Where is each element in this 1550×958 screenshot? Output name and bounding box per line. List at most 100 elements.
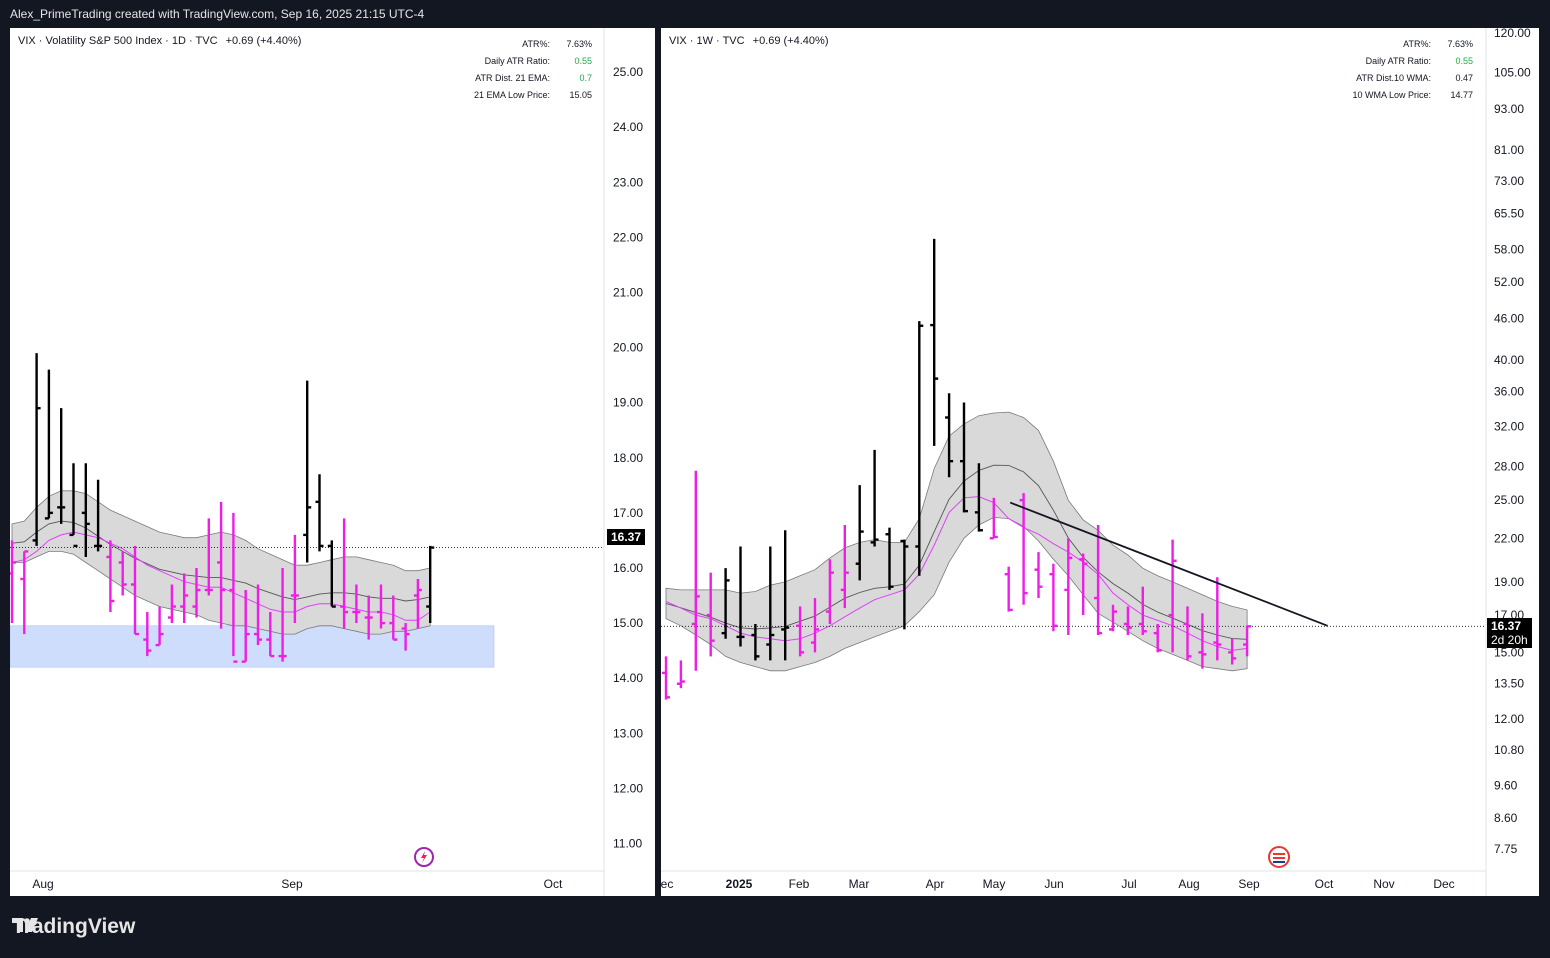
time-axis-tick: Jul [1121,877,1136,891]
ohlc-bar [900,539,909,630]
price-axis-tick: 23.00 [613,175,643,189]
ohlc-bar [94,479,103,552]
ohlc-bar [217,501,226,629]
us-flag-icon[interactable] [1267,845,1291,869]
daily-chart-canvas[interactable]: 25.00 24.00 23.00 22.00 21.00 20.00 19.00 18.00… [10,28,655,896]
lightning-icon[interactable] [412,845,436,869]
chart-panel-weekly[interactable]: 120.00 105.00 93.00 81.00 73.00 65.50 58.00 52.… [661,28,1539,896]
chart-panel-daily[interactable]: 25.00 24.00 23.00 22.00 21.00 20.00 19.00 18.00… [10,28,655,896]
footer-brand-name: TradingView [12,915,136,938]
ohlc-bar [377,584,385,629]
ohlc-bar [143,612,152,657]
price-axis-tick: 120.00 [1494,28,1531,40]
time-axis-tick: Mar [849,877,870,891]
price-axis-tick: 73.00 [1494,174,1524,188]
ohlc-bar [401,623,410,651]
weekly-last-price: 16.37 [1491,619,1522,633]
ohlc-bar [1004,566,1013,612]
price-axis-tick: 20.00 [613,341,643,355]
ohlc-bar [1138,586,1147,636]
daily-last-price-label: 16.37 [607,529,646,545]
weekly-bar-countdown: 2d 20h [1491,633,1528,647]
weekly-chart-legend: VIX · 1W · TVC +0.69 (+4.40%) [669,35,829,47]
ohlc-bar [1243,625,1252,657]
ohlc-bar [825,559,834,624]
ohlc-bar [254,584,262,646]
ohlc-bar [974,463,983,532]
stats-row: ATR Dist.10 WMA: 0.47 [1321,73,1473,90]
tradingview-logo-icon [12,918,38,932]
price-axis-tick: 40.00 [1494,353,1524,367]
ohlc-bar [1183,606,1192,661]
stats-row: ATR%: 7.63% [450,39,592,56]
header-credit: Alex_PrimeTrading created with TradingVi… [10,7,425,21]
price-axis-tick: 28.00 [1494,459,1524,473]
time-axis-tick: Aug [1178,877,1199,891]
time-axis-tick: Feb [789,877,810,891]
footer-brand[interactable]: TradingView [12,915,135,939]
weekly-chart-title: VIX · 1W · TVC [669,35,745,47]
price-axis-tick: 18.00 [613,451,643,465]
price-axis-tick: 21.00 [613,286,643,300]
time-axis-tick: ec [661,877,673,891]
stats-label: ATR%: [522,39,550,49]
price-axis-tick: 25.00 [1494,493,1524,507]
ohlc-bar [1064,538,1073,636]
ohlc-bar [180,573,189,624]
price-axis-tick: 10.80 [1494,743,1524,757]
ohlc-bar [229,512,238,663]
stats-row: 21 EMA Low Price: 15.05 [450,90,592,107]
ohlc-bar [1094,525,1103,636]
ohlc-bar [32,353,41,546]
ohlc-bar [781,530,790,661]
time-axis-tick: 2025 [726,877,753,891]
ohlc-bar [81,463,90,557]
price-axis-tick: 11.00 [613,837,642,851]
stats-label: 10 WMA Low Price: [1352,90,1431,100]
ohlc-bar [1049,563,1058,632]
stats-value: 15.05 [569,90,592,100]
daily-chart-legend: VIX · Volatility S&P 500 Index · 1D · TV… [18,35,301,47]
price-axis-tick: 7.75 [1494,842,1518,856]
weekly-chart-canvas[interactable]: 120.00 105.00 93.00 81.00 73.00 65.50 58.00 52.… [661,28,1539,896]
ohlc-bar [364,595,373,640]
ohlc-bar [945,393,954,478]
price-axis-tick: 13.50 [1494,677,1524,691]
ohlc-bar [1079,553,1088,616]
price-axis-tick: 13.00 [613,726,643,740]
ohlc-bar [266,612,275,658]
atr-band [665,411,1248,672]
ohlc-bar [426,545,435,624]
ohlc-bar [736,546,745,647]
daily-chart-title: VIX · Volatility S&P 500 Index · 1D · TV… [18,35,218,47]
ohlc-bar [389,595,398,641]
ohlc-bar [676,660,685,689]
time-axis-tick: May [983,877,1006,891]
stats-label: ATR Dist. 21 EMA: [475,73,550,83]
ohlc-bar [915,321,924,576]
price-axis-tick: 8.60 [1494,811,1518,825]
ohlc-bar [855,485,864,581]
ohlc-bar [870,449,879,547]
ohlc-bar [960,402,968,513]
ohlc-bar [1198,613,1207,669]
time-axis-tick: Dec [1433,877,1454,891]
ohlc-bar [340,518,349,629]
stats-value: 7.63% [1447,39,1473,49]
ohlc-bar [691,470,700,671]
ohlc-bar [69,463,78,548]
stats-label: ATR Dist.10 WMA: [1356,73,1431,83]
trend-line [1009,501,1328,627]
ohlc-bar [106,540,115,613]
stats-label: Daily ATR Ratio: [1365,56,1431,66]
ohlc-bar [1034,552,1043,599]
price-axis-tick: 81.00 [1494,143,1524,157]
support-zone [10,625,495,668]
time-axis-tick: Oct [1315,877,1334,891]
time-axis-tick: Jun [1044,877,1063,891]
band-midline [665,464,1248,640]
price-axis-tick: 24.00 [613,120,643,134]
price-axis-tick: 105.00 [1494,66,1531,80]
stats-value: 7.63% [566,39,592,49]
ohlc-bar [1109,604,1117,632]
